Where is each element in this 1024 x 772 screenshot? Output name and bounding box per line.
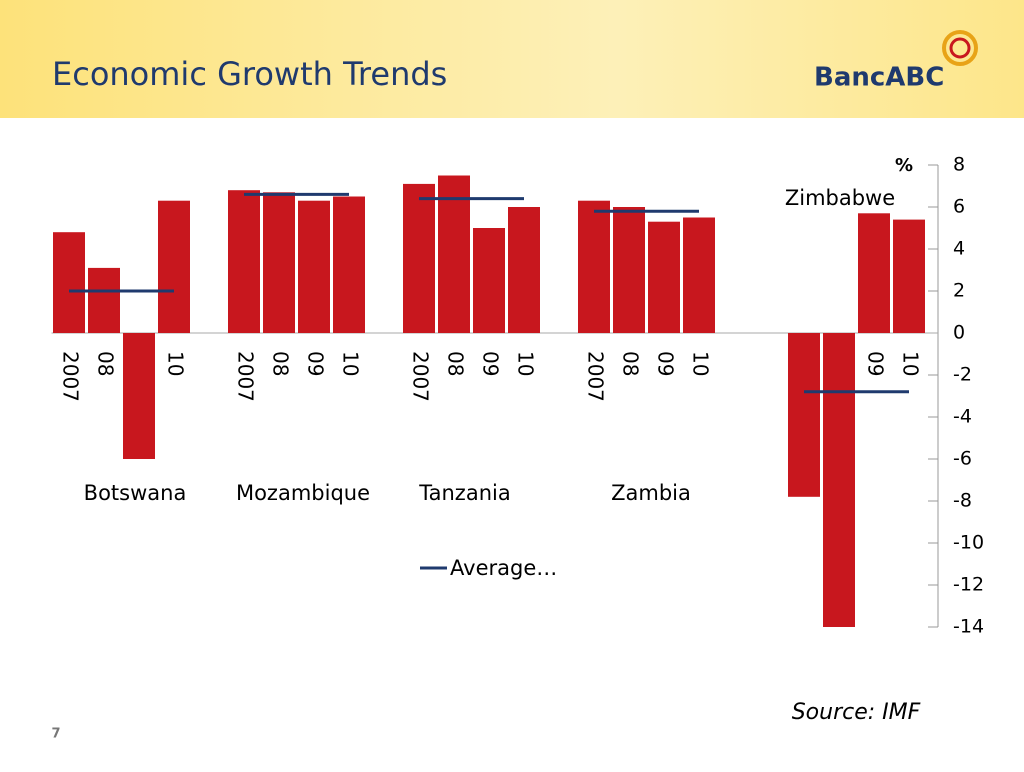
y-tick-label: -8: [953, 490, 972, 512]
x-tick-label: 08: [619, 351, 643, 376]
x-tick-label: 09: [654, 351, 678, 376]
y-tick-label: -4: [953, 406, 972, 428]
x-tick-label: 08: [444, 351, 468, 376]
y-tick-label: -6: [953, 448, 972, 470]
y-tick-label: -2: [953, 364, 972, 386]
x-tick-label: 2007: [234, 351, 258, 402]
bar: [88, 267, 120, 333]
y-tick-label: 6: [953, 196, 965, 218]
bar: [298, 200, 330, 333]
group-label: Tanzania: [418, 481, 510, 505]
bar: [53, 232, 85, 333]
bar: [438, 175, 470, 333]
page-number: 7: [51, 727, 60, 742]
bar: [683, 217, 715, 333]
bar: [123, 333, 155, 459]
x-tick-label: 10: [164, 351, 188, 376]
y-tick-label: 0: [953, 322, 965, 344]
bar: [788, 333, 820, 497]
group-label: Zambia: [611, 481, 691, 505]
x-tick-label: 2007: [59, 351, 83, 402]
x-tick-label: 08: [94, 351, 118, 376]
slide-title: Economic Growth Trends: [52, 55, 447, 93]
x-tick-label: 09: [304, 351, 328, 376]
x-tick-label: 10: [514, 351, 538, 376]
group-label: Botswana: [84, 481, 187, 505]
y-tick-label: -12: [953, 574, 984, 596]
y-tick-label: -10: [953, 532, 984, 554]
bar: [578, 200, 610, 333]
bar: [893, 219, 925, 333]
legend-label: Average…: [450, 556, 557, 580]
x-tick-label: 10: [339, 351, 363, 376]
bar: [228, 190, 260, 333]
source-note: Source: IMF: [792, 700, 921, 725]
group-label: Zimbabwe: [785, 186, 895, 210]
y-tick-label: 8: [953, 154, 965, 176]
x-tick-label: 2007: [584, 351, 608, 402]
y-axis-label: %: [895, 155, 913, 176]
logo-text: BancABC: [814, 63, 944, 93]
x-tick-label: 10: [899, 351, 923, 376]
bar: [263, 192, 295, 333]
bar: [158, 200, 190, 333]
bar: [823, 333, 855, 627]
bar: [858, 213, 890, 333]
y-tick-label: 2: [953, 280, 965, 302]
average-line: [69, 192, 909, 394]
x-tick-label: 10: [689, 351, 713, 376]
y-tick-label: -14: [953, 616, 984, 638]
bar: [403, 183, 435, 333]
x-tick-label: 09: [479, 351, 503, 376]
x-tick-label: 2007: [409, 351, 433, 402]
bar: [508, 207, 540, 333]
logo: BancABC: [814, 30, 978, 93]
bar: [613, 207, 645, 333]
x-tick-label: 08: [269, 351, 293, 376]
group-label: Mozambique: [236, 481, 370, 505]
x-tick-label: 09: [864, 351, 888, 376]
bar: [333, 196, 365, 333]
header-band: [0, 0, 1024, 118]
chart: 8 6 4 2 0 -2 -4 -6 -8 -10 -12 -14 2007 08 09 10 2007 08 09…: [51, 154, 984, 638]
y-tick-label: 4: [953, 238, 965, 260]
bar: [473, 228, 505, 333]
bar: [648, 221, 680, 333]
